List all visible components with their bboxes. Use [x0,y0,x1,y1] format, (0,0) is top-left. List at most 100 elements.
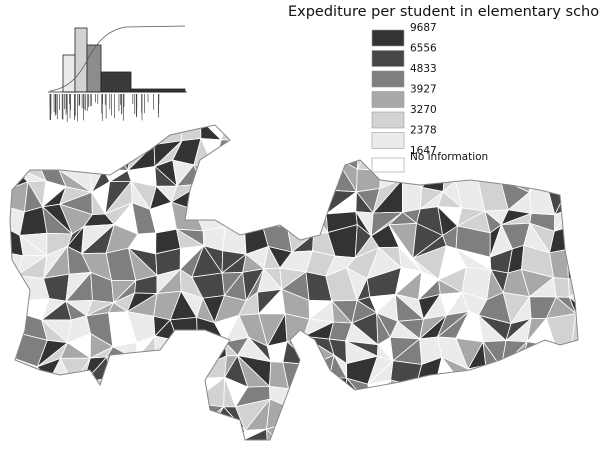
municipality [550,382,574,409]
municipality [89,140,116,171]
municipality [500,359,530,384]
municipality [567,160,578,190]
municipality [10,429,19,440]
municipality [324,135,360,170]
municipality [10,125,21,142]
municipality [571,361,578,390]
municipality [10,125,20,140]
municipality [175,429,195,440]
municipality [485,364,503,390]
municipality [570,207,578,234]
municipality [239,139,265,168]
municipality [259,181,284,206]
municipality [200,167,225,185]
municipality [222,166,246,188]
legend-label: 1647 [410,145,437,157]
municipality [324,125,359,137]
municipality [261,200,288,227]
histogram-inset [48,25,187,122]
municipality [444,162,459,183]
municipality [291,385,310,412]
municipality [284,313,311,343]
municipality [550,360,574,390]
municipality [238,186,261,203]
municipality [368,404,404,429]
municipality [567,137,578,172]
municipality [177,402,192,435]
municipality [10,411,19,436]
municipality [306,202,329,235]
municipality [323,125,360,139]
municipality [486,138,505,166]
municipality [191,406,224,435]
municipality [503,134,532,167]
municipality [196,355,227,380]
municipality [522,359,554,384]
municipality [178,125,202,141]
municipality [222,226,247,255]
municipality [177,378,198,409]
municipality [108,423,131,440]
municipality [10,138,21,162]
municipality [553,277,570,298]
municipality [10,292,19,314]
municipality [277,184,311,203]
municipality [286,201,315,236]
municipality [521,382,552,409]
municipality [306,184,325,204]
municipality [455,162,491,182]
municipality [135,125,155,145]
municipality [131,379,154,407]
municipality [459,398,492,432]
municipality [124,423,148,440]
municipality [500,425,536,440]
municipality [10,411,26,436]
municipality [146,423,179,440]
municipality [307,410,337,427]
municipality [459,398,491,431]
municipality [130,379,159,410]
municipality [566,399,578,433]
municipality [571,312,578,346]
municipality [486,425,502,440]
municipality [244,201,264,230]
municipality [551,136,569,164]
municipality [278,181,312,202]
municipality [279,125,303,148]
municipality [411,379,439,404]
municipality [484,125,506,140]
legend-swatch [371,111,405,129]
municipality [71,382,90,410]
municipality [168,332,205,367]
municipality [302,156,337,191]
municipality [220,201,250,230]
municipality [132,358,157,390]
municipality [168,365,205,387]
municipality [526,424,552,440]
municipality [16,379,50,414]
municipality [544,399,577,431]
municipality [309,424,336,440]
municipality [59,407,92,428]
municipality [547,125,576,143]
municipality [482,380,511,412]
municipality [41,125,69,143]
municipality [552,345,573,370]
municipality [301,125,329,142]
municipality [303,410,330,427]
municipality [303,422,329,440]
legend-label: No information [410,151,488,163]
municipality [566,381,578,402]
municipality [571,362,578,391]
municipality [106,356,137,390]
municipality [259,156,284,190]
municipality [114,387,134,406]
municipality [442,430,465,440]
municipality [88,407,111,426]
municipality [200,178,224,209]
municipality [401,422,419,440]
legend-label: 9687 [410,22,437,34]
municipality [91,125,116,145]
